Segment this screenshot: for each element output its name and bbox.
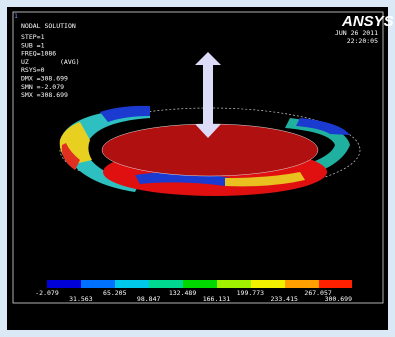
avg-label: (AVG) bbox=[60, 58, 80, 66]
legend-label: 233.415 bbox=[271, 295, 298, 303]
legend-label: 166.131 bbox=[203, 295, 230, 303]
legend-bar bbox=[47, 280, 352, 288]
legend-label: 31.563 bbox=[69, 295, 93, 303]
date: JUN 26 2011 bbox=[335, 29, 378, 37]
legend-label: -2.079 bbox=[35, 289, 59, 297]
legend-label: 65.205 bbox=[103, 289, 127, 297]
info-line: FREQ=1086 bbox=[21, 50, 56, 58]
info-line: UZ bbox=[21, 58, 29, 66]
legend-swatch bbox=[47, 280, 81, 288]
legend-swatch bbox=[115, 280, 149, 288]
body: 1 NODAL SOLUTION STEP=1SUB =1FREQ=1086UZ… bbox=[0, 0, 395, 337]
info-line: DMX =308.699 bbox=[21, 75, 68, 83]
info-line: SUB =1 bbox=[21, 41, 45, 49]
info-line: STEP=1 bbox=[21, 33, 45, 41]
screenshot: 1 NODAL SOLUTION STEP=1SUB =1FREQ=1086UZ… bbox=[0, 0, 395, 337]
legend-label: 199.773 bbox=[237, 289, 264, 297]
legend-swatch bbox=[285, 280, 319, 288]
page: {"window": {"index": "1", "title": "NODA… bbox=[0, 0, 395, 337]
window-index: 1 bbox=[14, 12, 18, 20]
legend-swatch bbox=[149, 280, 183, 288]
legend-swatch bbox=[183, 280, 217, 288]
info-line: SMN =-2.079 bbox=[21, 83, 64, 91]
time: 22:20:05 bbox=[347, 37, 378, 45]
legend-label: 132.489 bbox=[169, 289, 196, 297]
info-line: RSYS=0 bbox=[21, 66, 45, 74]
legend-label: 98.847 bbox=[137, 295, 161, 303]
result-title: NODAL SOLUTION bbox=[21, 22, 76, 30]
legend-swatch bbox=[251, 280, 285, 288]
legend-swatch bbox=[319, 280, 352, 288]
legend-label: 300.699 bbox=[325, 295, 352, 303]
info-line: SMX =308.699 bbox=[21, 91, 68, 99]
legend-swatch bbox=[81, 280, 115, 288]
legend-swatch bbox=[217, 280, 251, 288]
logo: ANSYS bbox=[341, 13, 394, 30]
